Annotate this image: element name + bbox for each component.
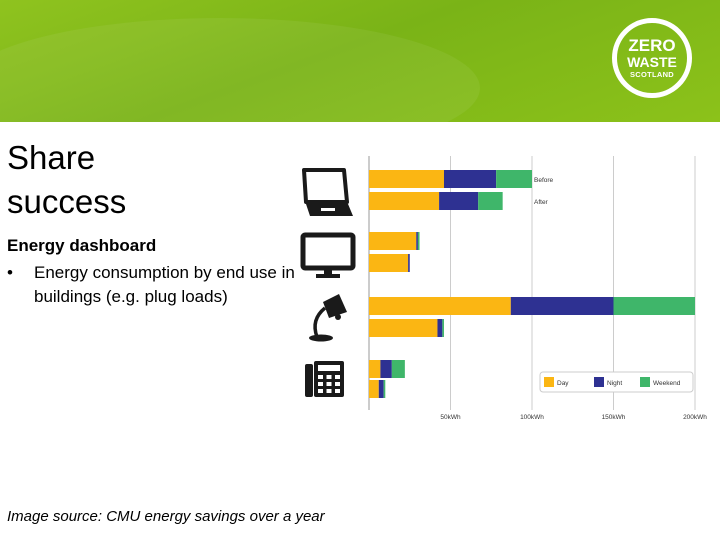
laptop-icon: [302, 168, 353, 216]
x-tick-label: 200kWh: [683, 414, 707, 421]
bar-desk-lamp-before-day: [369, 297, 511, 315]
title-line-2: success: [7, 183, 127, 220]
row-label-before: Before: [534, 177, 554, 184]
title-line-1: Share: [7, 139, 96, 176]
bar-laptop-after-day: [369, 192, 440, 210]
legend-swatch-night: [594, 377, 604, 387]
legend-swatch-weekend: [640, 377, 650, 387]
header-banner: ZERO WASTE SCOTLAND: [0, 0, 720, 122]
logo-line-1: ZERO: [628, 36, 676, 56]
x-tick-label: 150kWh: [602, 414, 626, 421]
bar-desk-phone-after-night: [378, 380, 384, 398]
bar-desk-lamp-after-day: [369, 319, 438, 337]
desk-lamp-icon: [309, 294, 347, 342]
bar-monitor-after-day: [369, 254, 409, 272]
bullet-text: Energy consumption by end use in buildin…: [34, 263, 295, 306]
zero-waste-scotland-logo: ZERO WASTE SCOTLAND: [612, 18, 692, 98]
legend-swatch-day: [544, 377, 554, 387]
bar-desk-phone-before-night: [380, 360, 392, 378]
bar-desk-phone-after-weekend: [383, 380, 386, 398]
x-tick-label: 50kWh: [440, 414, 461, 421]
slide-subtitle: Energy dashboard: [7, 236, 157, 255]
bar-laptop-before-weekend: [496, 170, 532, 188]
row-label-after: After: [534, 199, 549, 206]
bar-desk-phone-before-weekend: [391, 360, 405, 378]
bar-laptop-after-night: [439, 192, 479, 210]
x-tick-label: 100kWh: [520, 414, 544, 421]
bar-monitor-before-night: [416, 232, 418, 250]
bar-laptop-before-night: [443, 170, 497, 188]
bar-monitor-before-weekend: [417, 232, 420, 250]
bar-monitor-before-day: [369, 232, 417, 250]
slide-title: Share success: [7, 136, 126, 224]
bar-desk-phone-after-day: [369, 380, 379, 398]
bar-monitor-after-night: [408, 254, 410, 272]
bullet-item: • Energy consumption by end use in build…: [7, 261, 297, 309]
legend-label-night: Night: [607, 380, 622, 387]
bar-desk-lamp-before-weekend: [613, 297, 695, 315]
legend-label-day: Day: [557, 380, 569, 387]
bar-desk-lamp-after-weekend: [442, 319, 444, 337]
legend-box: [539, 371, 694, 393]
desk-phone-icon: [305, 361, 344, 397]
bar-desk-phone-before-day: [369, 360, 381, 378]
bar-desk-lamp-before-night: [510, 297, 614, 315]
logo-line-2: WASTE: [627, 54, 677, 71]
logo-line-3: SCOTLAND: [629, 70, 675, 80]
legend-label-weekend: Weekend: [653, 380, 681, 387]
bar-desk-lamp-after-night: [437, 319, 443, 337]
monitor-icon: [300, 232, 356, 278]
bullet-marker: •: [7, 263, 13, 282]
bar-laptop-before-day: [369, 170, 444, 188]
image-source-caption: Image source: CMU energy savings over a …: [7, 508, 325, 525]
bar-laptop-after-weekend: [478, 192, 503, 210]
